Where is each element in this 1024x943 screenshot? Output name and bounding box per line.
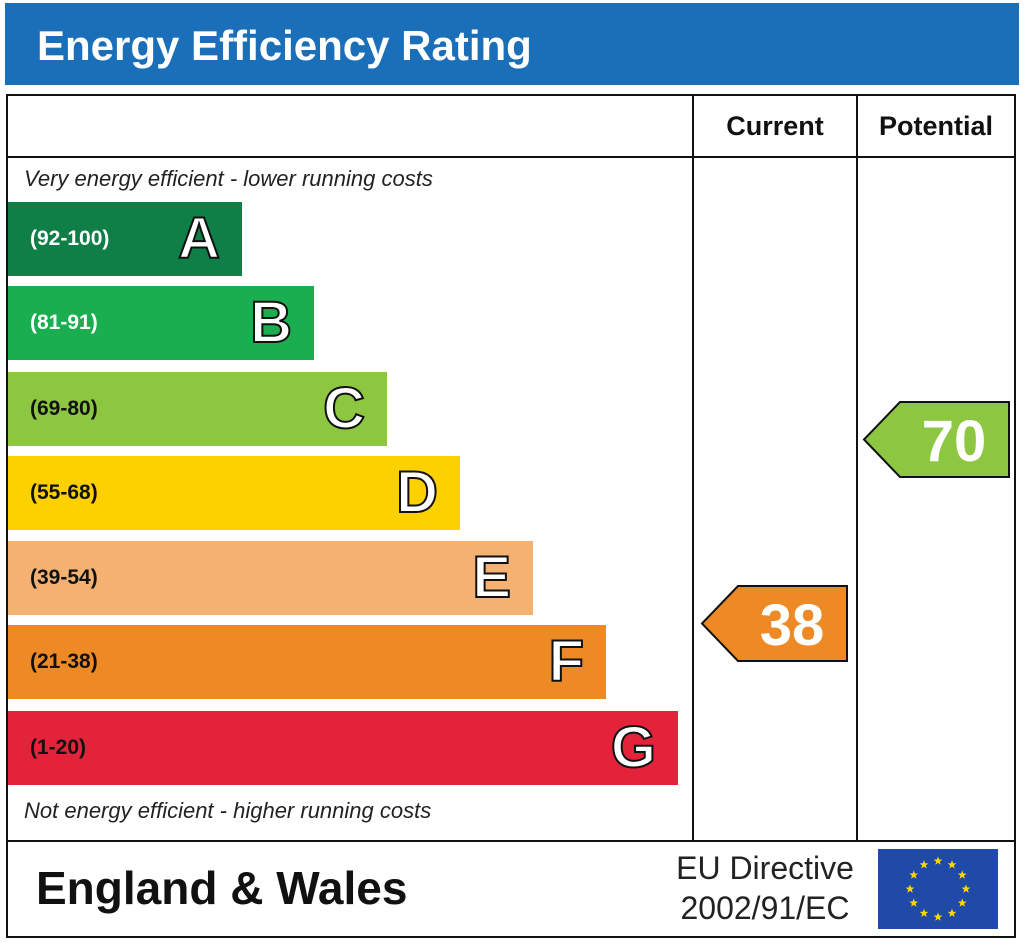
potential-column-divider xyxy=(856,94,858,842)
band-d-letter: D xyxy=(395,459,439,526)
eu-star xyxy=(905,884,915,893)
eu-flag-stars xyxy=(905,856,971,921)
eu-star xyxy=(919,860,929,869)
footer-row-divider xyxy=(6,840,1016,842)
potential-rating-value: 70 xyxy=(922,409,987,474)
eu-star xyxy=(947,908,957,917)
current-rating-marker: 38 xyxy=(700,585,848,662)
band-g: (1-20) G xyxy=(8,711,678,785)
bottom-efficiency-note: Not energy efficient - higher running co… xyxy=(24,798,432,823)
band-d-range: (55-68) xyxy=(30,481,98,504)
potential-rating-arrow xyxy=(862,401,1010,478)
band-e-letter: E xyxy=(471,544,512,611)
eu-star xyxy=(933,856,943,865)
band-a-range: (92-100) xyxy=(30,227,110,250)
band-c: (69-80) C xyxy=(8,372,387,446)
region-label: England & Wales xyxy=(36,862,408,914)
band-b: (81-91) B xyxy=(8,286,314,360)
band-e: (39-54) E xyxy=(8,541,533,615)
header-bar: Energy Efficiency Rating xyxy=(5,3,1019,85)
header-row-divider xyxy=(6,156,1016,158)
band-f-letter: F xyxy=(548,628,585,695)
band-d: (55-68) D xyxy=(8,456,460,530)
eu-star xyxy=(919,908,929,917)
band-f-range: (21-38) xyxy=(30,650,98,673)
current-column-label: Current xyxy=(726,111,824,141)
current-column-divider xyxy=(692,94,694,842)
potential-column-label: Potential xyxy=(878,111,993,141)
band-c-range: (69-80) xyxy=(30,397,98,420)
band-e-range: (39-54) xyxy=(30,566,98,589)
eu-flag-icon xyxy=(878,849,998,929)
band-c-letter: C xyxy=(322,375,366,442)
rating-frame xyxy=(6,94,1016,938)
band-g-range: (1-20) xyxy=(30,736,87,759)
page-title: Energy Efficiency Rating xyxy=(37,22,532,69)
band-g-letter: G xyxy=(610,714,657,781)
eu-star xyxy=(957,870,967,879)
eu-star xyxy=(961,884,971,893)
band-a-letter: A xyxy=(177,205,221,272)
band-f: (21-38) F xyxy=(8,625,606,699)
current-rating-value: 38 xyxy=(760,593,825,658)
eu-star xyxy=(933,912,943,921)
eu-star xyxy=(947,860,957,869)
eu-star xyxy=(909,898,919,907)
eu-star xyxy=(909,870,919,879)
eu-directive-line1: EU Directive xyxy=(676,850,854,886)
eu-star xyxy=(957,898,967,907)
band-b-range: (81-91) xyxy=(30,311,98,334)
top-efficiency-note: Very energy efficient - lower running co… xyxy=(24,166,433,191)
eu-directive-line2: 2002/91/EC xyxy=(680,890,850,926)
potential-rating-marker: 70 xyxy=(862,401,1010,478)
current-rating-arrow xyxy=(700,585,848,662)
band-b-letter: B xyxy=(249,289,293,356)
band-a: (92-100) A xyxy=(8,202,242,276)
